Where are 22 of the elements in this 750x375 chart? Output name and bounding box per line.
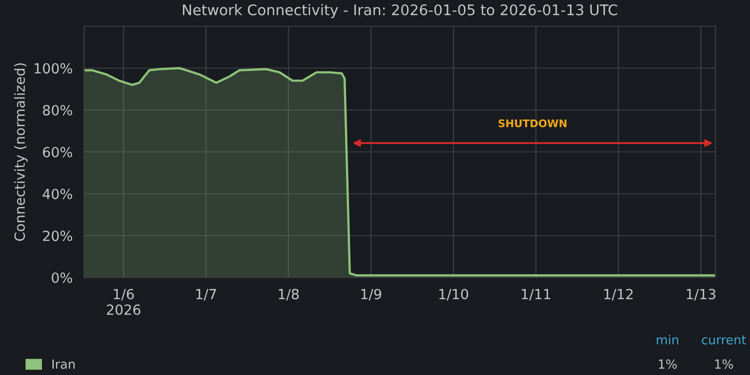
y-axis-title: Connectivity (normalized) bbox=[14, 63, 28, 241]
x-tick-label: 1/9 bbox=[361, 288, 382, 300]
x-tick-label: 1/10 bbox=[439, 288, 468, 300]
x-tick-label: 1/11 bbox=[522, 289, 550, 300]
x-tick-label: 1/13 bbox=[686, 288, 716, 300]
y-tick-label: 40% bbox=[42, 188, 72, 200]
x-tick-label: 1/6 2026 bbox=[106, 288, 140, 315]
y-tick-label: 60% bbox=[42, 146, 72, 158]
text: current bbox=[702, 336, 746, 344]
y-tick-label: 80% bbox=[42, 104, 72, 116]
annotation: SHUTDOWN bbox=[498, 119, 566, 128]
x-tick-label: 1/12 bbox=[604, 288, 633, 300]
y-tick-label: 100% bbox=[34, 63, 72, 74]
text: min bbox=[656, 334, 678, 344]
x-tick-label: 1/7 bbox=[196, 289, 216, 300]
y-tick-label: 20% bbox=[43, 230, 72, 242]
text: 1% bbox=[715, 359, 733, 369]
legend-label: Iran bbox=[52, 360, 75, 369]
text: 1% bbox=[658, 359, 677, 369]
chart-title: Network Connectivity - Iran: 2026-01-05 to 2026-01-13 UTC bbox=[182, 4, 618, 18]
x-tick-label: 1/8 bbox=[278, 288, 299, 300]
y-tick-label: 0% bbox=[52, 272, 72, 283]
